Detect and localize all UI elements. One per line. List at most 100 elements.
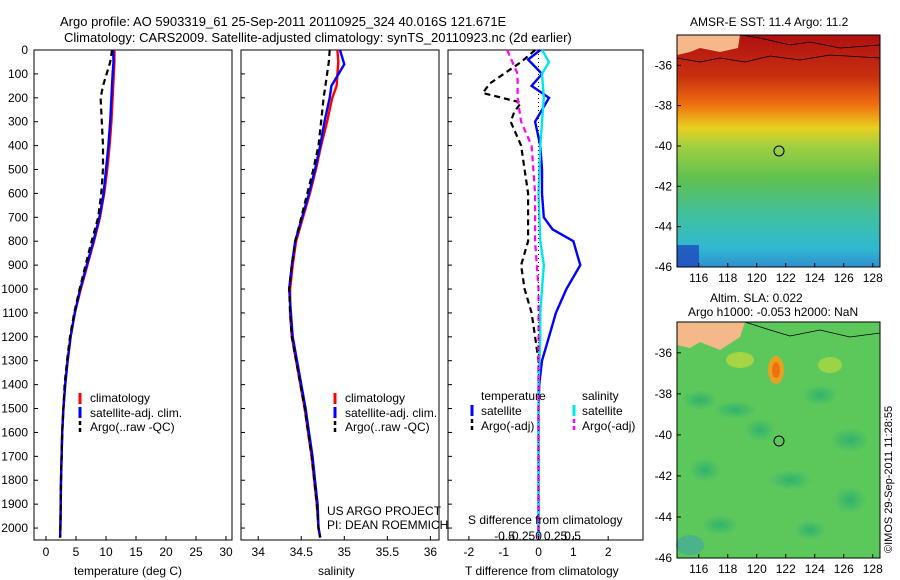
temperature-panel	[33, 49, 233, 541]
legend-t-satellite: satellite	[481, 404, 522, 418]
map-x-tick-label: 122	[776, 562, 796, 576]
depth-tick-label: 900	[8, 258, 28, 272]
sla-map: Altim. SLA: 0.022 Argo h1000: -0.053 h20…	[655, 291, 883, 576]
depth-tick-label: 1300	[1, 354, 28, 368]
temperature-legend: climatology satellite-adj. clim. Argo(..…	[78, 391, 182, 434]
sla-xticks: 116 118 120 122 124 126 128	[689, 554, 883, 576]
map-y-tick-label: -38	[655, 387, 673, 401]
depth-tick-label: 100	[8, 67, 28, 81]
x-tick-label: 34.5	[290, 545, 314, 559]
s-tick-label: -0.25	[508, 529, 536, 543]
pi-credit: PI: DEAN ROEMMICH	[327, 518, 448, 532]
sla-title-line-2: Argo h1000: -0.053 h2000: NaN	[688, 305, 858, 319]
sla-land	[677, 322, 745, 350]
series-argo-adj	[506, 49, 540, 538]
depth-tick-label: 1900	[1, 497, 28, 511]
salinity-xlabel: salinity	[318, 564, 355, 578]
legend-s-satellite: satellite	[582, 404, 623, 418]
sst-map: AMSR-E SST: 11.4 Argo: 11.2 -36 -38 -40 -42…	[655, 15, 883, 285]
legend-climatology: climatology	[90, 391, 150, 405]
map-y-tick-label: -36	[655, 346, 673, 360]
legend-climatology: climatology	[345, 391, 405, 405]
x-tick-label: 35	[338, 545, 352, 559]
project-credit: US ARGO PROJECT	[327, 504, 442, 518]
map-y-tick-label: -46	[655, 551, 673, 565]
s-tick-label: 0.5	[564, 529, 581, 543]
x-tick-label: 35.5	[376, 545, 400, 559]
depth-tick-label: 1800	[1, 473, 28, 487]
map-y-tick-label: -44	[655, 510, 673, 524]
depth-tick-label: 1400	[1, 378, 28, 392]
s-tick-label: 0	[535, 529, 542, 543]
map-x-tick-label: 128	[863, 562, 883, 576]
legend-satellite: satellite-adj. clim.	[345, 406, 437, 420]
temperature-xlabel: temperature (deg C)	[74, 564, 182, 578]
title-line-2: Climatology: CARS2009. Satellite-adjuste…	[64, 30, 572, 45]
map-y-tick-label: -36	[655, 58, 673, 72]
map-x-tick-label: 118	[718, 271, 737, 285]
map-x-tick-label: 126	[834, 562, 854, 576]
x-tick-label: 34	[252, 545, 266, 559]
x-tick-label: 0	[43, 545, 50, 559]
depth-tick-label: 500	[8, 163, 28, 177]
series-argo-raw-qc	[288, 49, 331, 538]
map-y-tick-label: -40	[655, 139, 673, 153]
sla-float-marker	[773, 435, 785, 447]
map-y-tick-label: -46	[655, 260, 673, 274]
depth-tick-label: 1000	[1, 282, 28, 296]
sst-land	[677, 35, 740, 55]
map-x-tick-label: 124	[805, 562, 825, 576]
legend-salinity-header: salinity	[582, 389, 619, 403]
depth-tick-label: 1200	[1, 330, 28, 344]
x-tick-label: 0	[535, 545, 542, 559]
depth-tick-label: 1600	[1, 425, 28, 439]
legend-argo: Argo(..raw -QC)	[345, 420, 430, 434]
x-tick-label: 20	[159, 545, 173, 559]
legend-argo: Argo(..raw -QC)	[90, 420, 175, 434]
x-tick-label: 2	[605, 545, 612, 559]
map-y-tick-label: -42	[655, 469, 673, 483]
title-line-1: Argo profile: AO 5903319_61 25-Sep-2011 …	[60, 14, 507, 29]
map-x-tick-label: 120	[747, 271, 767, 285]
map-x-tick-label: 128	[863, 271, 883, 285]
s-tick-label: 0.25	[544, 529, 568, 543]
depth-tick-label: 2000	[1, 521, 28, 535]
map-y-tick-label: -40	[655, 428, 673, 442]
x-tick-label: -2	[464, 545, 475, 559]
x-tick-label: 25	[189, 545, 203, 559]
depth-tick-label: 0	[21, 43, 28, 57]
sst-map-title: AMSR-E SST: 11.4 Argo: 11.2	[690, 15, 849, 29]
x-tick-label: 15	[129, 545, 143, 559]
map-x-tick-label: 116	[689, 271, 708, 285]
difference-panel	[447, 49, 644, 541]
map-x-tick-label: 116	[689, 562, 708, 576]
map-x-tick-label: 118	[718, 562, 737, 576]
sla-yticks: -36 -38 -40 -42 -44 -46	[655, 346, 681, 565]
depth-tick-label: 600	[8, 186, 28, 200]
map-x-tick-label: 120	[747, 562, 767, 576]
map-y-tick-label: -42	[655, 179, 673, 193]
map-x-tick-label: 124	[805, 271, 825, 285]
imos-credit: ©IMOS 29-Sep-2011 11:28:55	[883, 406, 895, 553]
t-difference-label: T difference from climatology	[465, 564, 619, 578]
depth-tick-label: 700	[8, 210, 28, 224]
depth-tick-label: 800	[8, 234, 28, 248]
legend-temperature-header: temperature	[481, 389, 546, 403]
sst-yticks: -36 -38 -40 -42 -44 -46	[655, 58, 681, 274]
depth-tick-label: 1100	[2, 306, 28, 320]
depth-tick-label: 400	[8, 139, 28, 153]
legend-satellite: satellite-adj. clim.	[90, 406, 182, 420]
difference-legend: temperature salinity satellite Argo(-adj…	[468, 389, 635, 527]
legend-s-argo: Argo(-adj)	[582, 419, 635, 433]
depth-axis: 0 100 200 300 400 500 600 700 800 900 1000 1100 1200…	[1, 43, 28, 535]
x-tick-label: 1	[570, 545, 577, 559]
salinity-panel	[240, 49, 440, 541]
map-x-tick-label: 122	[776, 271, 796, 285]
x-tick-label: 10	[99, 545, 113, 559]
sst-xticks: 116 118 120 122 124 126 128	[689, 263, 883, 285]
x-tick-label: 30	[219, 545, 233, 559]
depth-tick-label: 200	[8, 91, 28, 105]
x-tick-label: 5	[73, 545, 80, 559]
map-y-tick-label: -44	[655, 220, 673, 234]
